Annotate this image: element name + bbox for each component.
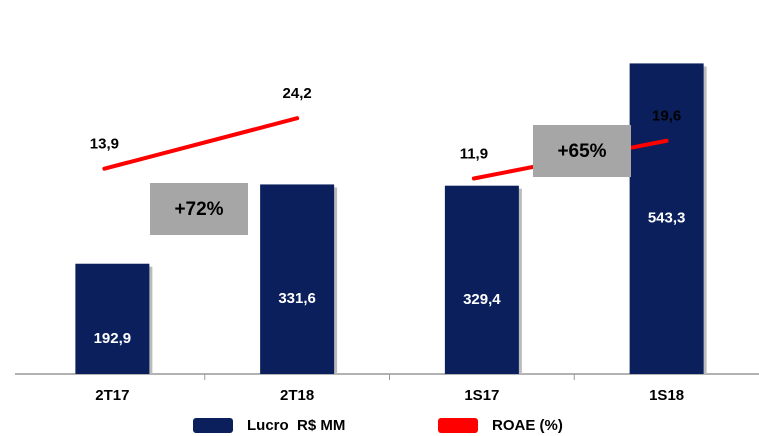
annotation: +65% [557, 141, 606, 162]
annotation-box [150, 183, 248, 235]
x-tick-label: 1S18 [649, 387, 684, 404]
value-label: 543,3 [648, 210, 686, 227]
bar [444, 185, 519, 374]
value-label: 13,9 [90, 136, 119, 153]
value-label: 19,6 [652, 108, 681, 125]
x-tick-label: 2T17 [95, 387, 129, 404]
value-label: 11,9 [460, 145, 488, 162]
legend-swatch [193, 418, 233, 433]
value-label: 329,4 [463, 291, 501, 308]
bar [75, 263, 150, 374]
value-label: 331,6 [278, 290, 316, 307]
legend-swatch [438, 418, 478, 433]
legend-label: Lucro R$ MM [247, 417, 345, 434]
bar [260, 184, 335, 374]
value-label: 24,2 [283, 85, 312, 102]
x-tick-label: 2T18 [280, 387, 314, 404]
value-label: 192,9 [94, 330, 132, 347]
bar [629, 63, 704, 374]
annotation-box [533, 125, 631, 177]
legend-label: ROAE (%) [492, 417, 563, 434]
roae-line [102, 116, 300, 171]
annotation: +72% [174, 199, 223, 220]
x-tick-label: 1S17 [464, 387, 499, 404]
